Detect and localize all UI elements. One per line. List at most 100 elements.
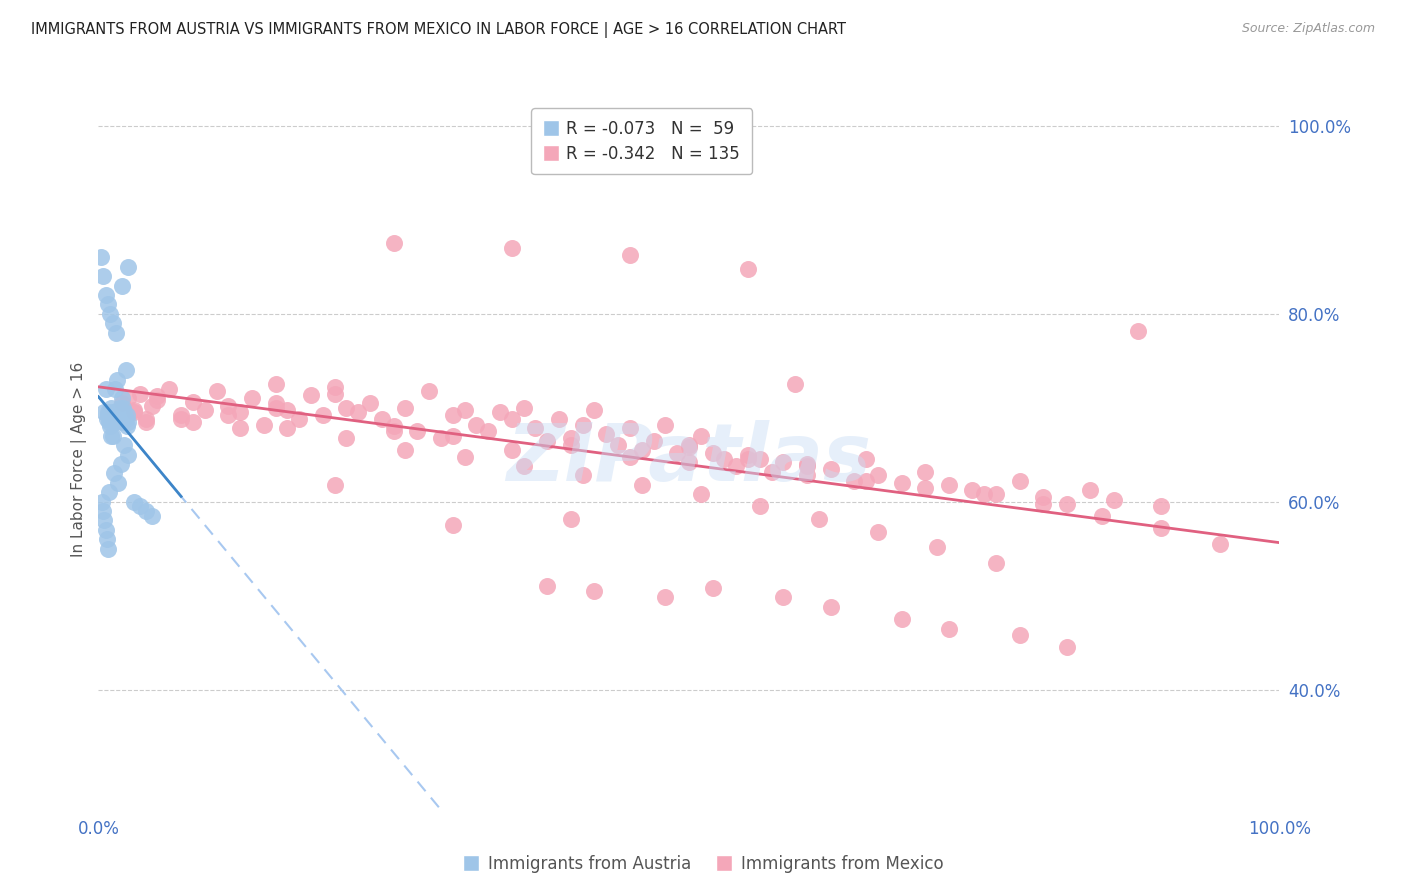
Point <box>288 412 311 426</box>
Point <box>114 363 136 377</box>
Point <box>914 481 936 495</box>
Point <box>98 415 121 429</box>
Point <box>737 261 759 276</box>
Point <box>820 599 842 614</box>
Point <box>105 410 128 425</box>
Point <box>1032 490 1054 504</box>
Point <box>335 401 357 415</box>
Point <box>97 408 120 422</box>
Point <box>104 382 127 396</box>
Point <box>122 405 145 419</box>
Point <box>866 468 889 483</box>
Point <box>1209 537 1232 551</box>
Point <box>96 412 118 426</box>
Point <box>583 402 606 417</box>
Point <box>100 429 122 443</box>
Point <box>146 389 169 403</box>
Point <box>299 387 322 401</box>
Point <box>453 402 475 417</box>
Point <box>925 540 948 554</box>
Point <box>135 412 157 426</box>
Point <box>855 452 877 467</box>
Point <box>1056 497 1078 511</box>
Point <box>101 429 124 443</box>
Point <box>217 408 239 422</box>
Point <box>560 511 582 525</box>
Point <box>501 241 523 255</box>
Point <box>122 494 145 508</box>
Point <box>890 612 912 626</box>
Text: Source: ZipAtlas.com: Source: ZipAtlas.com <box>1241 22 1375 36</box>
Point <box>560 438 582 452</box>
Text: IMMIGRANTS FROM AUSTRIA VS IMMIGRANTS FROM MEXICO IN LABOR FORCE | AGE > 16 CORR: IMMIGRANTS FROM AUSTRIA VS IMMIGRANTS FR… <box>31 22 846 38</box>
Point <box>1126 324 1149 338</box>
Point <box>938 477 960 491</box>
Point <box>371 412 394 426</box>
Point <box>441 429 464 443</box>
Point <box>117 392 139 406</box>
Point <box>110 408 132 422</box>
Point <box>536 434 558 448</box>
Point <box>630 477 652 491</box>
Point <box>335 431 357 445</box>
Point <box>772 455 794 469</box>
Point <box>571 417 593 432</box>
Point <box>141 508 163 523</box>
Point <box>441 408 464 422</box>
Point <box>94 382 117 396</box>
Point <box>98 410 121 425</box>
Point <box>181 415 204 429</box>
Point <box>117 260 139 274</box>
Point <box>229 421 252 435</box>
Point <box>323 380 346 394</box>
Point <box>98 419 121 434</box>
Point <box>441 518 464 533</box>
Point <box>128 386 150 401</box>
Point <box>170 408 193 422</box>
Point <box>115 408 138 422</box>
Point <box>619 248 641 262</box>
Point <box>654 591 676 605</box>
Point <box>382 424 405 438</box>
Point <box>453 450 475 464</box>
Point <box>560 431 582 445</box>
Point <box>689 487 711 501</box>
Point <box>264 377 287 392</box>
Point <box>97 297 120 311</box>
Point <box>938 622 960 636</box>
Point <box>761 465 783 479</box>
Legend: Immigrants from Austria, Immigrants from Mexico: Immigrants from Austria, Immigrants from… <box>456 848 950 880</box>
Point <box>748 500 770 514</box>
Point <box>91 269 114 284</box>
Point <box>678 438 700 452</box>
Point <box>512 458 534 473</box>
Point <box>91 504 114 518</box>
Point <box>117 415 139 429</box>
Point <box>101 405 124 419</box>
Point <box>1032 497 1054 511</box>
Point <box>512 401 534 415</box>
Point <box>725 458 748 473</box>
Point <box>135 504 157 518</box>
Point <box>394 442 416 457</box>
Point <box>107 475 129 490</box>
Point <box>536 579 558 593</box>
Point <box>122 402 145 417</box>
Point <box>103 467 125 481</box>
Point <box>702 581 724 595</box>
Point <box>666 446 689 460</box>
Point <box>240 392 263 406</box>
Point <box>97 541 120 556</box>
Point <box>276 402 298 417</box>
Point <box>264 396 287 410</box>
Point <box>748 452 770 467</box>
Point <box>253 417 276 432</box>
Point <box>91 494 114 508</box>
Point <box>108 401 131 415</box>
Point <box>501 412 523 426</box>
Point <box>112 438 135 452</box>
Point <box>571 468 593 483</box>
Point <box>117 448 139 462</box>
Point <box>96 533 118 547</box>
Point <box>713 452 735 467</box>
